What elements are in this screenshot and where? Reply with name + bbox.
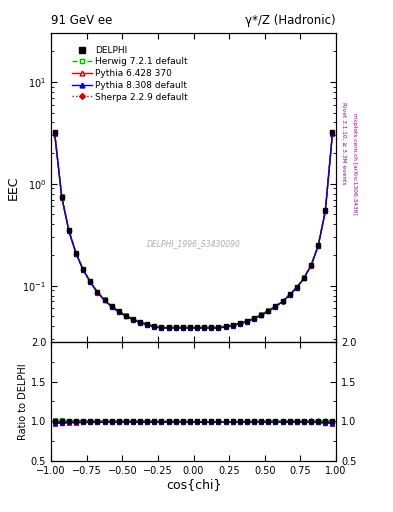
Text: γ*/Z (Hadronic): γ*/Z (Hadronic) [245, 14, 336, 27]
Text: mcplots.cern.ch [arXiv:1306.3436]: mcplots.cern.ch [arXiv:1306.3436] [352, 113, 357, 215]
Y-axis label: Ratio to DELPHI: Ratio to DELPHI [18, 363, 28, 440]
X-axis label: cos{chi}: cos{chi} [166, 478, 221, 492]
Y-axis label: EEC: EEC [7, 176, 20, 200]
Text: DELPHI_1996_S3430090: DELPHI_1996_S3430090 [147, 239, 241, 248]
Legend: DELPHI, Herwig 7.2.1 default, Pythia 6.428 370, Pythia 8.308 default, Sherpa 2.2: DELPHI, Herwig 7.2.1 default, Pythia 6.4… [70, 44, 190, 103]
Text: Rivet 3.1.10, ≥ 3.3M events: Rivet 3.1.10, ≥ 3.3M events [341, 102, 346, 185]
Text: 91 GeV ee: 91 GeV ee [51, 14, 112, 27]
